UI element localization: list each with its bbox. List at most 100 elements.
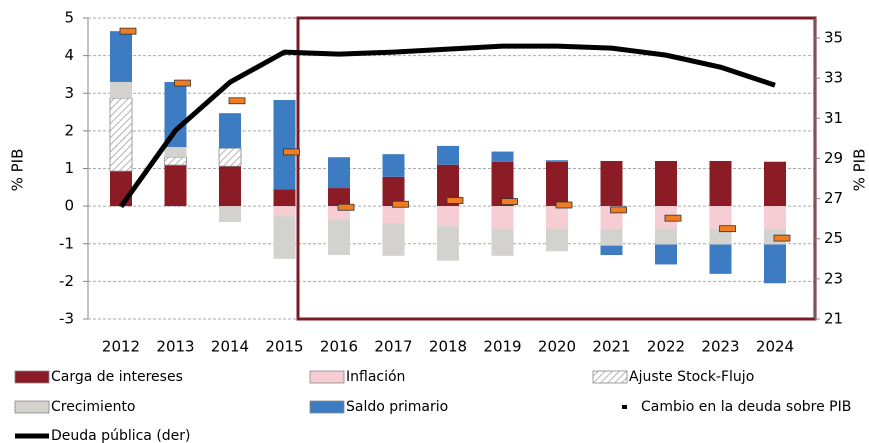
y2-axis-label: % PIB (851, 149, 869, 192)
bar (110, 81, 132, 99)
bar (219, 113, 241, 149)
bar (273, 189, 296, 207)
bar (164, 165, 187, 207)
marker (337, 203, 355, 211)
y-tick-label: -1 (59, 234, 74, 252)
legend-swatch (14, 400, 50, 414)
y-tick-label: 3 (64, 84, 74, 102)
x-tick-label: 2024 (756, 338, 794, 356)
bar (164, 147, 187, 158)
x-tick-label: 2022 (647, 338, 685, 356)
x-tick-label: 2013 (156, 338, 194, 356)
bar (491, 228, 514, 256)
bar (109, 97, 133, 172)
bar (709, 244, 732, 274)
bar (382, 223, 405, 256)
x-tick-label: 2020 (538, 338, 576, 356)
y2-tick-label: 21 (824, 310, 843, 328)
bar (709, 160, 732, 207)
marker (228, 97, 246, 105)
marker (501, 198, 518, 206)
x-tick-label: 2016 (320, 338, 358, 356)
bar (546, 228, 568, 252)
bar (655, 228, 677, 245)
bar (273, 206, 296, 217)
bar (546, 160, 568, 162)
marker (392, 200, 409, 208)
legend-label: Ajuste Stock-Flujo (629, 369, 754, 385)
legend-swatch (622, 405, 627, 409)
y-tick-label: 1 (64, 159, 74, 177)
legend-label: Saldo primario (346, 399, 448, 415)
bar (437, 164, 459, 207)
legend-swatch (592, 370, 628, 384)
y-tick-label: 0 (64, 197, 74, 215)
marker (610, 206, 627, 214)
y2-tick-label: 29 (824, 149, 843, 167)
bar (546, 206, 568, 229)
y-tick-label: 4 (64, 46, 74, 64)
bar (382, 206, 405, 224)
marker (773, 234, 791, 242)
x-tick-label: 2017 (374, 338, 412, 356)
bar (382, 154, 405, 177)
x-tick-label: 2023 (701, 338, 739, 356)
legend-label: Crecimiento (51, 399, 136, 415)
x-tick-label: 2012 (102, 338, 140, 356)
y2-tick-label: 35 (824, 29, 843, 47)
bar (437, 225, 459, 261)
marker (283, 148, 300, 156)
legend-label: Inflación (346, 369, 405, 385)
x-tick-label: 2021 (592, 338, 630, 356)
marker (555, 201, 573, 209)
bar (546, 161, 568, 207)
bar (764, 244, 786, 284)
bar (164, 156, 187, 166)
bar (219, 206, 241, 222)
bar (655, 244, 677, 265)
grid (88, 17, 815, 320)
legend-label: Deuda pública (der) (51, 428, 191, 443)
y-tick-label: -2 (59, 272, 74, 290)
legend-swatch (309, 400, 345, 414)
y-tick-label: -3 (59, 310, 74, 328)
bar (600, 160, 623, 207)
bar (273, 100, 296, 190)
y-axis-label: % PIB (9, 149, 27, 192)
marker (174, 79, 191, 87)
y2-tick-label: 33 (824, 69, 843, 87)
bar (328, 188, 350, 207)
legend-swatch (14, 370, 50, 384)
legend-label: Cambio en la deuda sobre PIB (641, 399, 851, 415)
bar (709, 228, 732, 245)
bar (491, 151, 514, 162)
marker (719, 225, 736, 233)
bar (164, 81, 187, 148)
y2-tick-label: 25 (824, 229, 843, 247)
bar (600, 228, 623, 246)
bar (110, 31, 132, 82)
x-tick-label: 2019 (483, 338, 521, 356)
bar (764, 206, 786, 229)
marker (446, 197, 464, 204)
legend-swatch (309, 370, 345, 384)
bar (764, 161, 786, 207)
bar (709, 206, 732, 229)
bar (437, 145, 459, 165)
marker (119, 27, 137, 35)
bar (491, 161, 514, 207)
bar (491, 206, 514, 229)
bar (110, 171, 132, 207)
bar (219, 166, 241, 207)
legend-label: Carga de intereses (51, 369, 183, 385)
x-tick-label: 2014 (211, 338, 249, 356)
y2-tick-label: 31 (824, 109, 843, 127)
line (118, 43, 776, 209)
bar (655, 160, 677, 207)
bar (328, 219, 350, 256)
bar (328, 157, 350, 189)
bar (218, 147, 242, 167)
y2-tick-label: 27 (824, 189, 843, 207)
